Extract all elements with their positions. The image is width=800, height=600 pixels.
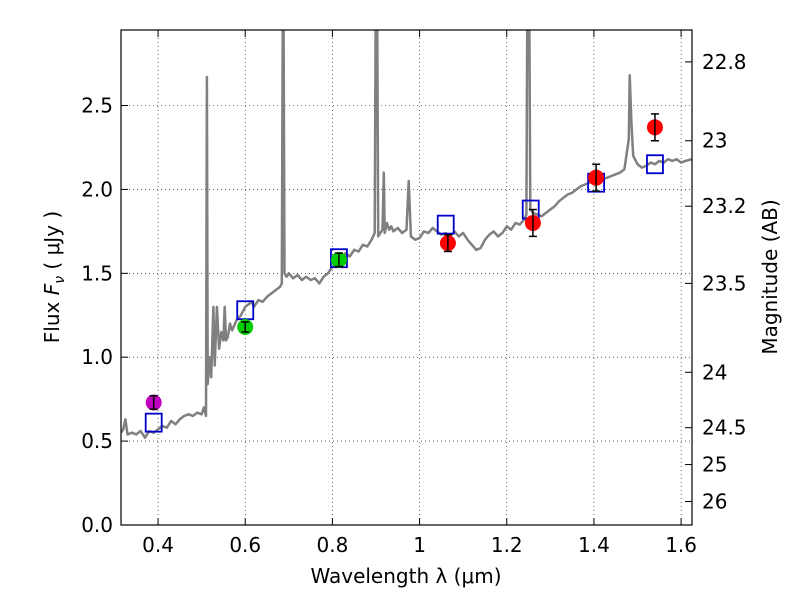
y2-tick-label: 23.2 [702,194,747,218]
plot-background [121,30,692,525]
x-tick-label: 0.4 [142,533,174,557]
y2-axis-title: Magnitude (AB) [758,199,782,354]
x-tick-label: 1.6 [665,533,697,557]
observed-photometry-points [145,113,663,411]
x-tick-label: 0.6 [229,533,261,557]
model-photometry-square [436,214,455,235]
model-spectrum-line [121,30,692,439]
y-axis-title-symbol: F [40,283,64,295]
y2-tick-label: 26 [702,490,727,514]
y-tick-label: 1.5 [81,261,113,285]
model-photometry-square [144,412,163,433]
y2-tick-label: 24 [702,360,727,384]
y-tick-label: 1.0 [81,345,113,369]
x-tick-label: 1 [413,533,426,557]
grid-lines [121,30,692,526]
y2-tick-label: 25 [702,453,727,477]
y-axis-title-subscript: ν [52,276,68,284]
y-tick-label: 2.0 [81,177,113,201]
y2-tick-label: 23 [702,129,727,153]
y-axis-title-suffix: ( μJy ) [40,211,64,276]
y-tick-label: 2.5 [81,94,113,118]
x-tick-label: 1.4 [578,533,610,557]
y2-tick-label: 24.5 [702,416,747,440]
y-tick-label: 0.5 [81,429,113,453]
y2-tick-label: 23.5 [702,271,747,295]
x-tick-label: 0.8 [316,533,348,557]
x-axis-ticks: 0.4 0.6 0.8 1 1.2 1.4 1.6 [142,30,697,557]
y-axis-ticks: 0.0 0.5 1.0 1.5 2.0 2.5 [81,94,128,537]
y2-tick-label: 22.8 [702,50,747,74]
x-tick-label: 1.2 [491,533,523,557]
plot-frame [120,29,693,526]
model-photometry-square [646,154,664,175]
x-axis-title: Wavelength λ (μm) [310,564,501,588]
y-axis-title: Flux Fν ( μJy ) [40,211,68,343]
plot-area [121,30,692,439]
y-axis-title-prefix: Flux [40,295,64,343]
y2-axis-ticks: 22.8 23 23.2 23.5 24 24.5 25 26 [685,50,747,514]
y-tick-label: 0.0 [81,513,113,537]
